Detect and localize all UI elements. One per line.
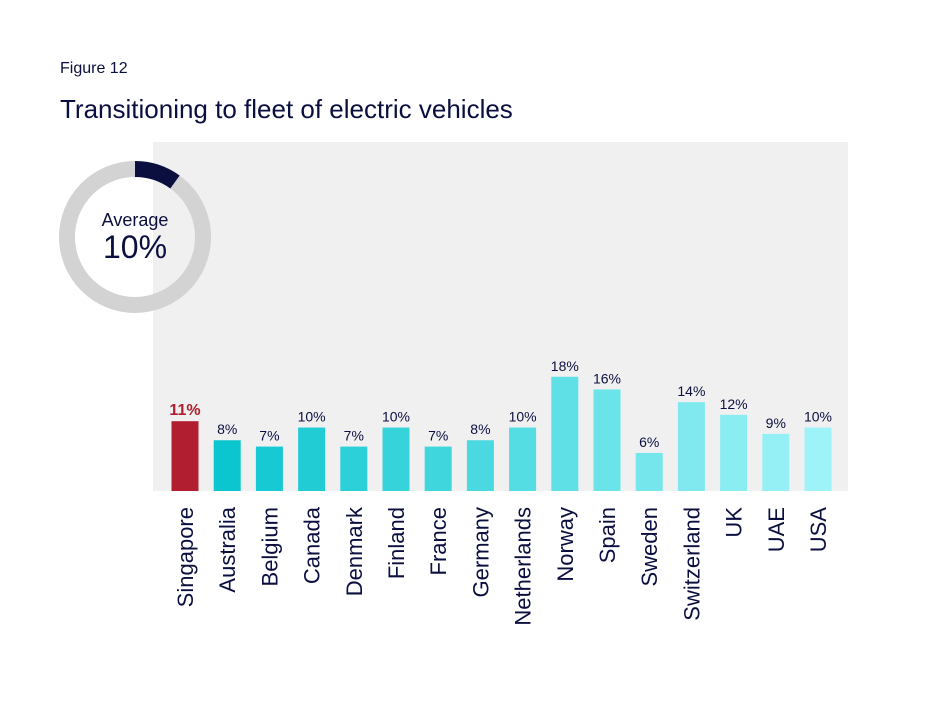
average-label: Average: [102, 210, 169, 230]
category-label-canada: Canada: [300, 506, 325, 584]
bar-sweden: [635, 452, 663, 491]
bar-australia: [213, 440, 241, 491]
bar-germany: [466, 440, 494, 491]
data-label-netherlands: 10%: [509, 409, 537, 425]
bar-uk: [720, 414, 748, 491]
bar-spain: [593, 389, 621, 491]
bar-canada: [298, 427, 326, 491]
category-label-usa: USA: [806, 507, 831, 553]
data-label-denmark: 7%: [344, 428, 364, 444]
category-label-france: France: [426, 507, 451, 575]
bar-usa: [804, 427, 832, 491]
bar-singapore: [171, 421, 199, 491]
chart-title: Transitioning to fleet of electric vehic…: [60, 94, 513, 124]
category-label-norway: Norway: [553, 507, 578, 582]
bar-denmark: [340, 446, 368, 491]
category-label-australia: Australia: [215, 506, 240, 592]
category-label-finland: Finland: [384, 507, 409, 579]
data-label-australia: 8%: [217, 421, 237, 437]
figure-label: Figure 12: [60, 60, 128, 77]
average-value: 10%: [103, 229, 167, 265]
category-label-singapore: Singapore: [173, 507, 198, 607]
bar-norway: [551, 376, 579, 491]
category-label-uae: UAE: [764, 507, 789, 552]
data-label-sweden: 6%: [639, 434, 659, 450]
data-label-germany: 8%: [470, 421, 490, 437]
category-label-spain: Spain: [595, 507, 620, 563]
category-label-germany: Germany: [468, 507, 493, 597]
data-label-singapore: 11%: [169, 402, 200, 419]
category-label-switzerland: Switzerland: [679, 507, 704, 621]
bar-finland: [382, 427, 410, 491]
average-donut-arc: [59, 161, 211, 313]
category-label-sweden: Sweden: [637, 507, 662, 587]
bar-uae: [762, 433, 790, 491]
bar-netherlands: [509, 427, 537, 491]
category-label-denmark: Denmark: [342, 506, 367, 596]
category-label-netherlands: Netherlands: [511, 507, 536, 626]
data-label-norway: 18%: [551, 358, 579, 374]
data-label-uk: 12%: [720, 396, 748, 412]
category-label-belgium: Belgium: [257, 507, 282, 586]
bar-france: [424, 446, 452, 491]
data-label-france: 7%: [428, 428, 448, 444]
data-label-switzerland: 14%: [677, 383, 705, 399]
bar-switzerland: [677, 402, 705, 491]
data-label-spain: 16%: [593, 370, 621, 386]
data-label-finland: 10%: [382, 409, 410, 425]
data-label-uae: 9%: [766, 415, 786, 431]
data-label-canada: 10%: [298, 409, 326, 425]
bar-belgium: [255, 446, 283, 491]
data-label-usa: 10%: [804, 409, 832, 425]
data-label-belgium: 7%: [259, 428, 279, 444]
category-label-uk: UK: [722, 507, 747, 538]
